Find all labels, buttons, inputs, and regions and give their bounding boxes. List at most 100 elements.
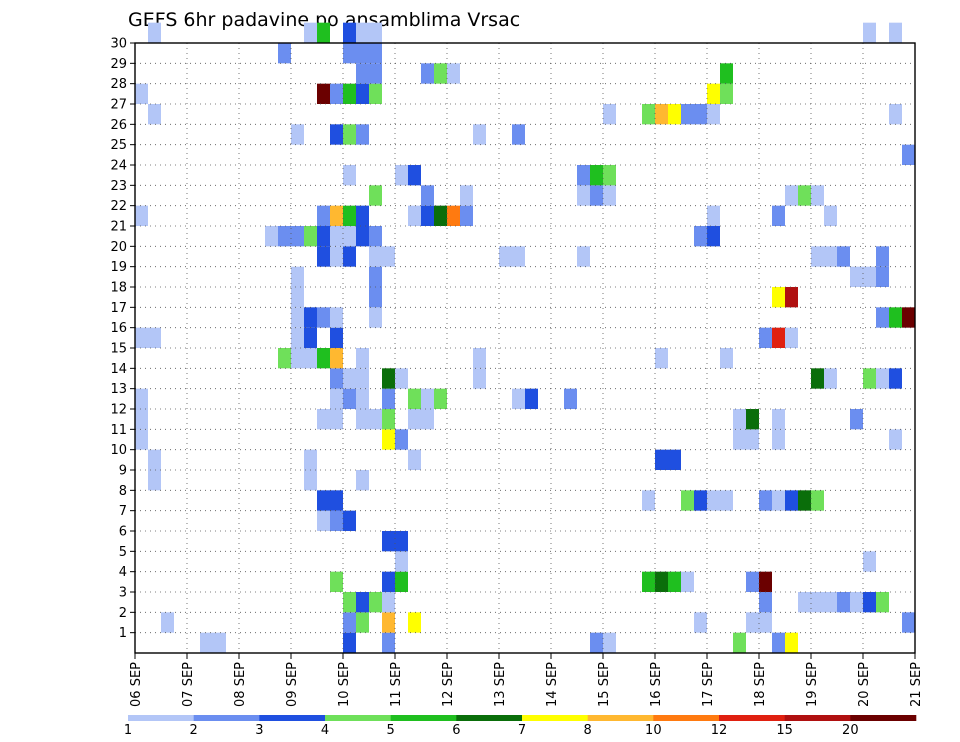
heatmap-cell [200, 632, 213, 653]
heatmap-cell [421, 185, 434, 206]
heatmap-cell [863, 22, 876, 43]
heatmap-cell [382, 368, 395, 389]
heatmap-cell [317, 409, 330, 430]
heatmap-cell [408, 165, 421, 186]
heatmap-cell [330, 83, 343, 104]
heatmap-cell [382, 388, 395, 409]
heatmap-cell [577, 246, 590, 267]
heatmap-cell [369, 226, 382, 247]
heatmap-cell [135, 409, 148, 430]
heatmap-cell [330, 490, 343, 511]
y-tick-label: 19 [110, 260, 127, 275]
heatmap-cell [330, 388, 343, 409]
heatmap-cell [382, 429, 395, 450]
y-tick-label: 24 [110, 159, 127, 174]
heatmap-cell [577, 165, 590, 186]
heatmap-cell [343, 165, 356, 186]
heatmap-cell [590, 165, 603, 186]
heatmap-cell [746, 409, 759, 430]
x-tick-label: 06 SEP [129, 662, 144, 707]
x-tick-label: 19 SEP [805, 662, 820, 707]
colorbar-label: 8 [584, 723, 592, 738]
heatmap-cell [889, 368, 902, 389]
heatmap-cell [720, 348, 733, 369]
heatmap-cell [356, 612, 369, 633]
x-tick-label: 08 SEP [233, 662, 248, 707]
x-tick-label: 18 SEP [753, 662, 768, 707]
colorbar-swatch [587, 715, 654, 721]
y-tick-label: 13 [110, 382, 127, 397]
heatmap-cell [798, 592, 811, 613]
heatmap-cell [304, 226, 317, 247]
heatmap-cell [356, 22, 369, 43]
y-tick-label: 1 [119, 626, 127, 641]
heatmap-cell [512, 124, 525, 145]
heatmap-cell [304, 327, 317, 348]
heatmap-cell [382, 246, 395, 267]
y-axis: 1234567891011121314151617181920212223242… [110, 37, 135, 641]
heatmap-cell [642, 490, 655, 511]
heatmap-cell [369, 592, 382, 613]
heatmap-cell [330, 348, 343, 369]
y-tick-label: 2 [119, 606, 127, 621]
colorbar-label: 1 [124, 723, 132, 738]
heatmap-cell [330, 409, 343, 430]
y-tick-label: 14 [110, 362, 127, 377]
heatmap-cell [603, 165, 616, 186]
heatmap-cell [447, 205, 460, 226]
heatmap-cell [603, 632, 616, 653]
y-tick-label: 8 [119, 484, 127, 499]
heatmap-cell [356, 409, 369, 430]
colorbar-swatch [522, 715, 588, 721]
x-tick-label: 10 SEP [337, 662, 352, 707]
heatmap-cell [369, 83, 382, 104]
x-tick-label: 11 SEP [389, 662, 404, 707]
heatmap-cell [330, 205, 343, 226]
heatmap-cell [902, 612, 915, 633]
heatmap-cell [148, 104, 161, 125]
heatmap-cell [707, 83, 720, 104]
heatmap-cell [473, 124, 486, 145]
heatmap-cell [863, 551, 876, 572]
heatmap-cell [356, 470, 369, 491]
heatmap-cell [356, 83, 369, 104]
heatmap-cell [330, 226, 343, 247]
heatmap-cell [343, 205, 356, 226]
heatmap-cell [343, 124, 356, 145]
y-tick-label: 11 [110, 423, 127, 438]
y-tick-label: 17 [110, 301, 127, 316]
heatmap-cell [135, 429, 148, 450]
heatmap-cell [330, 124, 343, 145]
heatmap-cell [889, 22, 902, 43]
colorbar-swatch [784, 715, 851, 721]
heatmap-cell [694, 226, 707, 247]
heatmap-cell [564, 388, 577, 409]
heatmap-cell [395, 571, 408, 592]
heatmap-cell [382, 592, 395, 613]
heatmap-cell [824, 368, 837, 389]
heatmap-cell [447, 63, 460, 84]
heatmap-cell [668, 571, 681, 592]
heatmap-cell [278, 348, 291, 369]
colorbar-swatch [259, 715, 326, 721]
y-tick-label: 12 [110, 403, 127, 418]
y-tick-label: 25 [110, 138, 127, 153]
heatmap-cell [343, 612, 356, 633]
heatmap-cell [798, 490, 811, 511]
x-tick-label: 21 SEP [909, 662, 924, 707]
heatmap-cell [525, 388, 538, 409]
x-tick-label: 15 SEP [597, 662, 612, 707]
chart-title: GEFS 6hr padavine po ansamblima Vrsac [128, 9, 520, 31]
heatmap-cell [265, 226, 278, 247]
heatmap-cell [512, 388, 525, 409]
heatmap-cell [759, 571, 772, 592]
heatmap-cell [408, 388, 421, 409]
heatmap-cell [707, 205, 720, 226]
heatmap-cell [759, 327, 772, 348]
x-tick-label: 09 SEP [285, 662, 300, 707]
heatmap-cell [382, 612, 395, 633]
heatmap-cell [733, 409, 746, 430]
colorbar-label: 3 [255, 723, 263, 738]
heatmap-cell [850, 266, 863, 287]
